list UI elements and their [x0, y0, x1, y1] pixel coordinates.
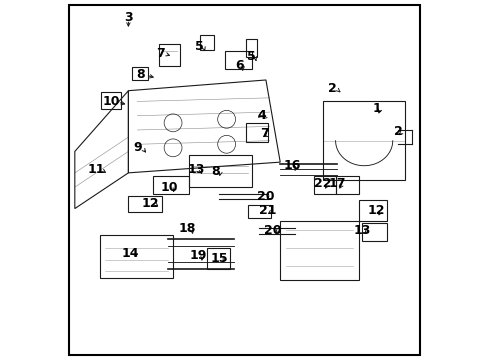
Text: 10: 10 — [161, 181, 178, 194]
Text: 9: 9 — [133, 141, 142, 154]
Text: 18: 18 — [178, 222, 196, 235]
Text: 13: 13 — [187, 163, 204, 176]
Text: 10: 10 — [102, 95, 120, 108]
Text: 11: 11 — [87, 163, 105, 176]
Text: 8: 8 — [211, 165, 220, 177]
Text: 3: 3 — [124, 11, 132, 24]
Text: 2: 2 — [327, 82, 336, 95]
Text: 5: 5 — [247, 50, 256, 63]
Text: 19: 19 — [189, 248, 206, 261]
Text: 15: 15 — [210, 252, 228, 265]
Text: 2: 2 — [393, 125, 402, 138]
Text: 20: 20 — [264, 224, 281, 237]
Text: 14: 14 — [121, 247, 139, 260]
Text: 6: 6 — [234, 59, 243, 72]
Text: 4: 4 — [257, 109, 265, 122]
Text: 1: 1 — [371, 102, 380, 115]
Text: 12: 12 — [367, 204, 385, 217]
Text: 7: 7 — [156, 47, 164, 60]
Text: 16: 16 — [284, 159, 301, 172]
Text: 5: 5 — [195, 40, 204, 53]
Text: 17: 17 — [328, 177, 346, 190]
Text: 8: 8 — [136, 68, 145, 81]
Text: 7: 7 — [259, 127, 268, 140]
Text: 12: 12 — [141, 197, 158, 210]
Text: 22: 22 — [314, 177, 331, 190]
Text: 13: 13 — [353, 224, 370, 237]
Text: 20: 20 — [257, 190, 274, 203]
Text: 21: 21 — [259, 204, 276, 217]
FancyBboxPatch shape — [69, 5, 419, 355]
